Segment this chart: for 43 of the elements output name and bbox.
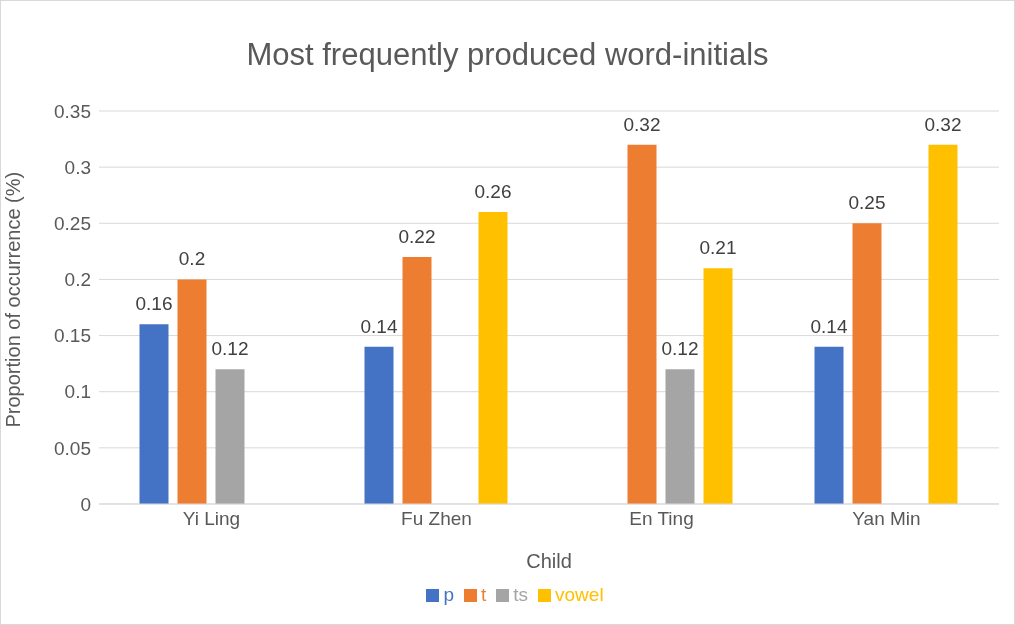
data-label: 0.26: [474, 181, 512, 203]
bar: [928, 144, 958, 504]
legend-label: p: [443, 584, 454, 605]
bar: [665, 369, 695, 504]
y-tick-label: 0: [80, 493, 91, 515]
data-label: 0.25: [848, 192, 886, 214]
y-tick-label: 0.3: [64, 156, 91, 178]
bar: [364, 346, 394, 504]
bar: [139, 324, 169, 504]
y-tick-label: 0.35: [54, 100, 91, 122]
data-label: 0.32: [623, 113, 661, 135]
bar: [177, 279, 207, 504]
bar: [478, 212, 508, 504]
data-label: 0.14: [810, 315, 848, 337]
chart-title: Most frequently produced word-initials: [245, 37, 770, 73]
x-tick-label: Yi Ling: [182, 508, 241, 530]
y-tick-label: 0.1: [64, 381, 91, 403]
legend-label: t: [480, 584, 487, 605]
data-label: 0.16: [135, 293, 173, 315]
bar: [852, 223, 882, 504]
bar: [215, 369, 245, 504]
data-label: 0.14: [360, 315, 398, 337]
y-tick-label: 0.2: [64, 269, 91, 291]
x-tick-label: Fu Zhen: [401, 508, 472, 530]
data-label: 0.2: [178, 248, 206, 270]
x-tick-label: Yan Min: [852, 508, 921, 530]
data-label: 0.22: [398, 225, 436, 247]
legend-label: vowel: [555, 584, 604, 605]
bar: [402, 256, 432, 504]
data-label: 0.12: [211, 338, 249, 360]
y-tick-label: 0.05: [54, 437, 91, 459]
data-label: 0.21: [699, 237, 737, 259]
bar: [814, 346, 844, 504]
legend-label: ts: [513, 584, 529, 605]
x-axis-title: Child: [526, 550, 572, 572]
y-tick-label: 0.15: [54, 325, 91, 347]
x-tick-label: En Ting: [629, 508, 694, 530]
y-axis-title: Proportion of occurrence (%): [2, 171, 25, 428]
data-label: 0.32: [924, 113, 962, 135]
bar: [703, 268, 733, 504]
y-tick-label: 0.25: [54, 213, 91, 235]
bar: [627, 144, 657, 504]
data-label: 0.12: [661, 338, 699, 360]
